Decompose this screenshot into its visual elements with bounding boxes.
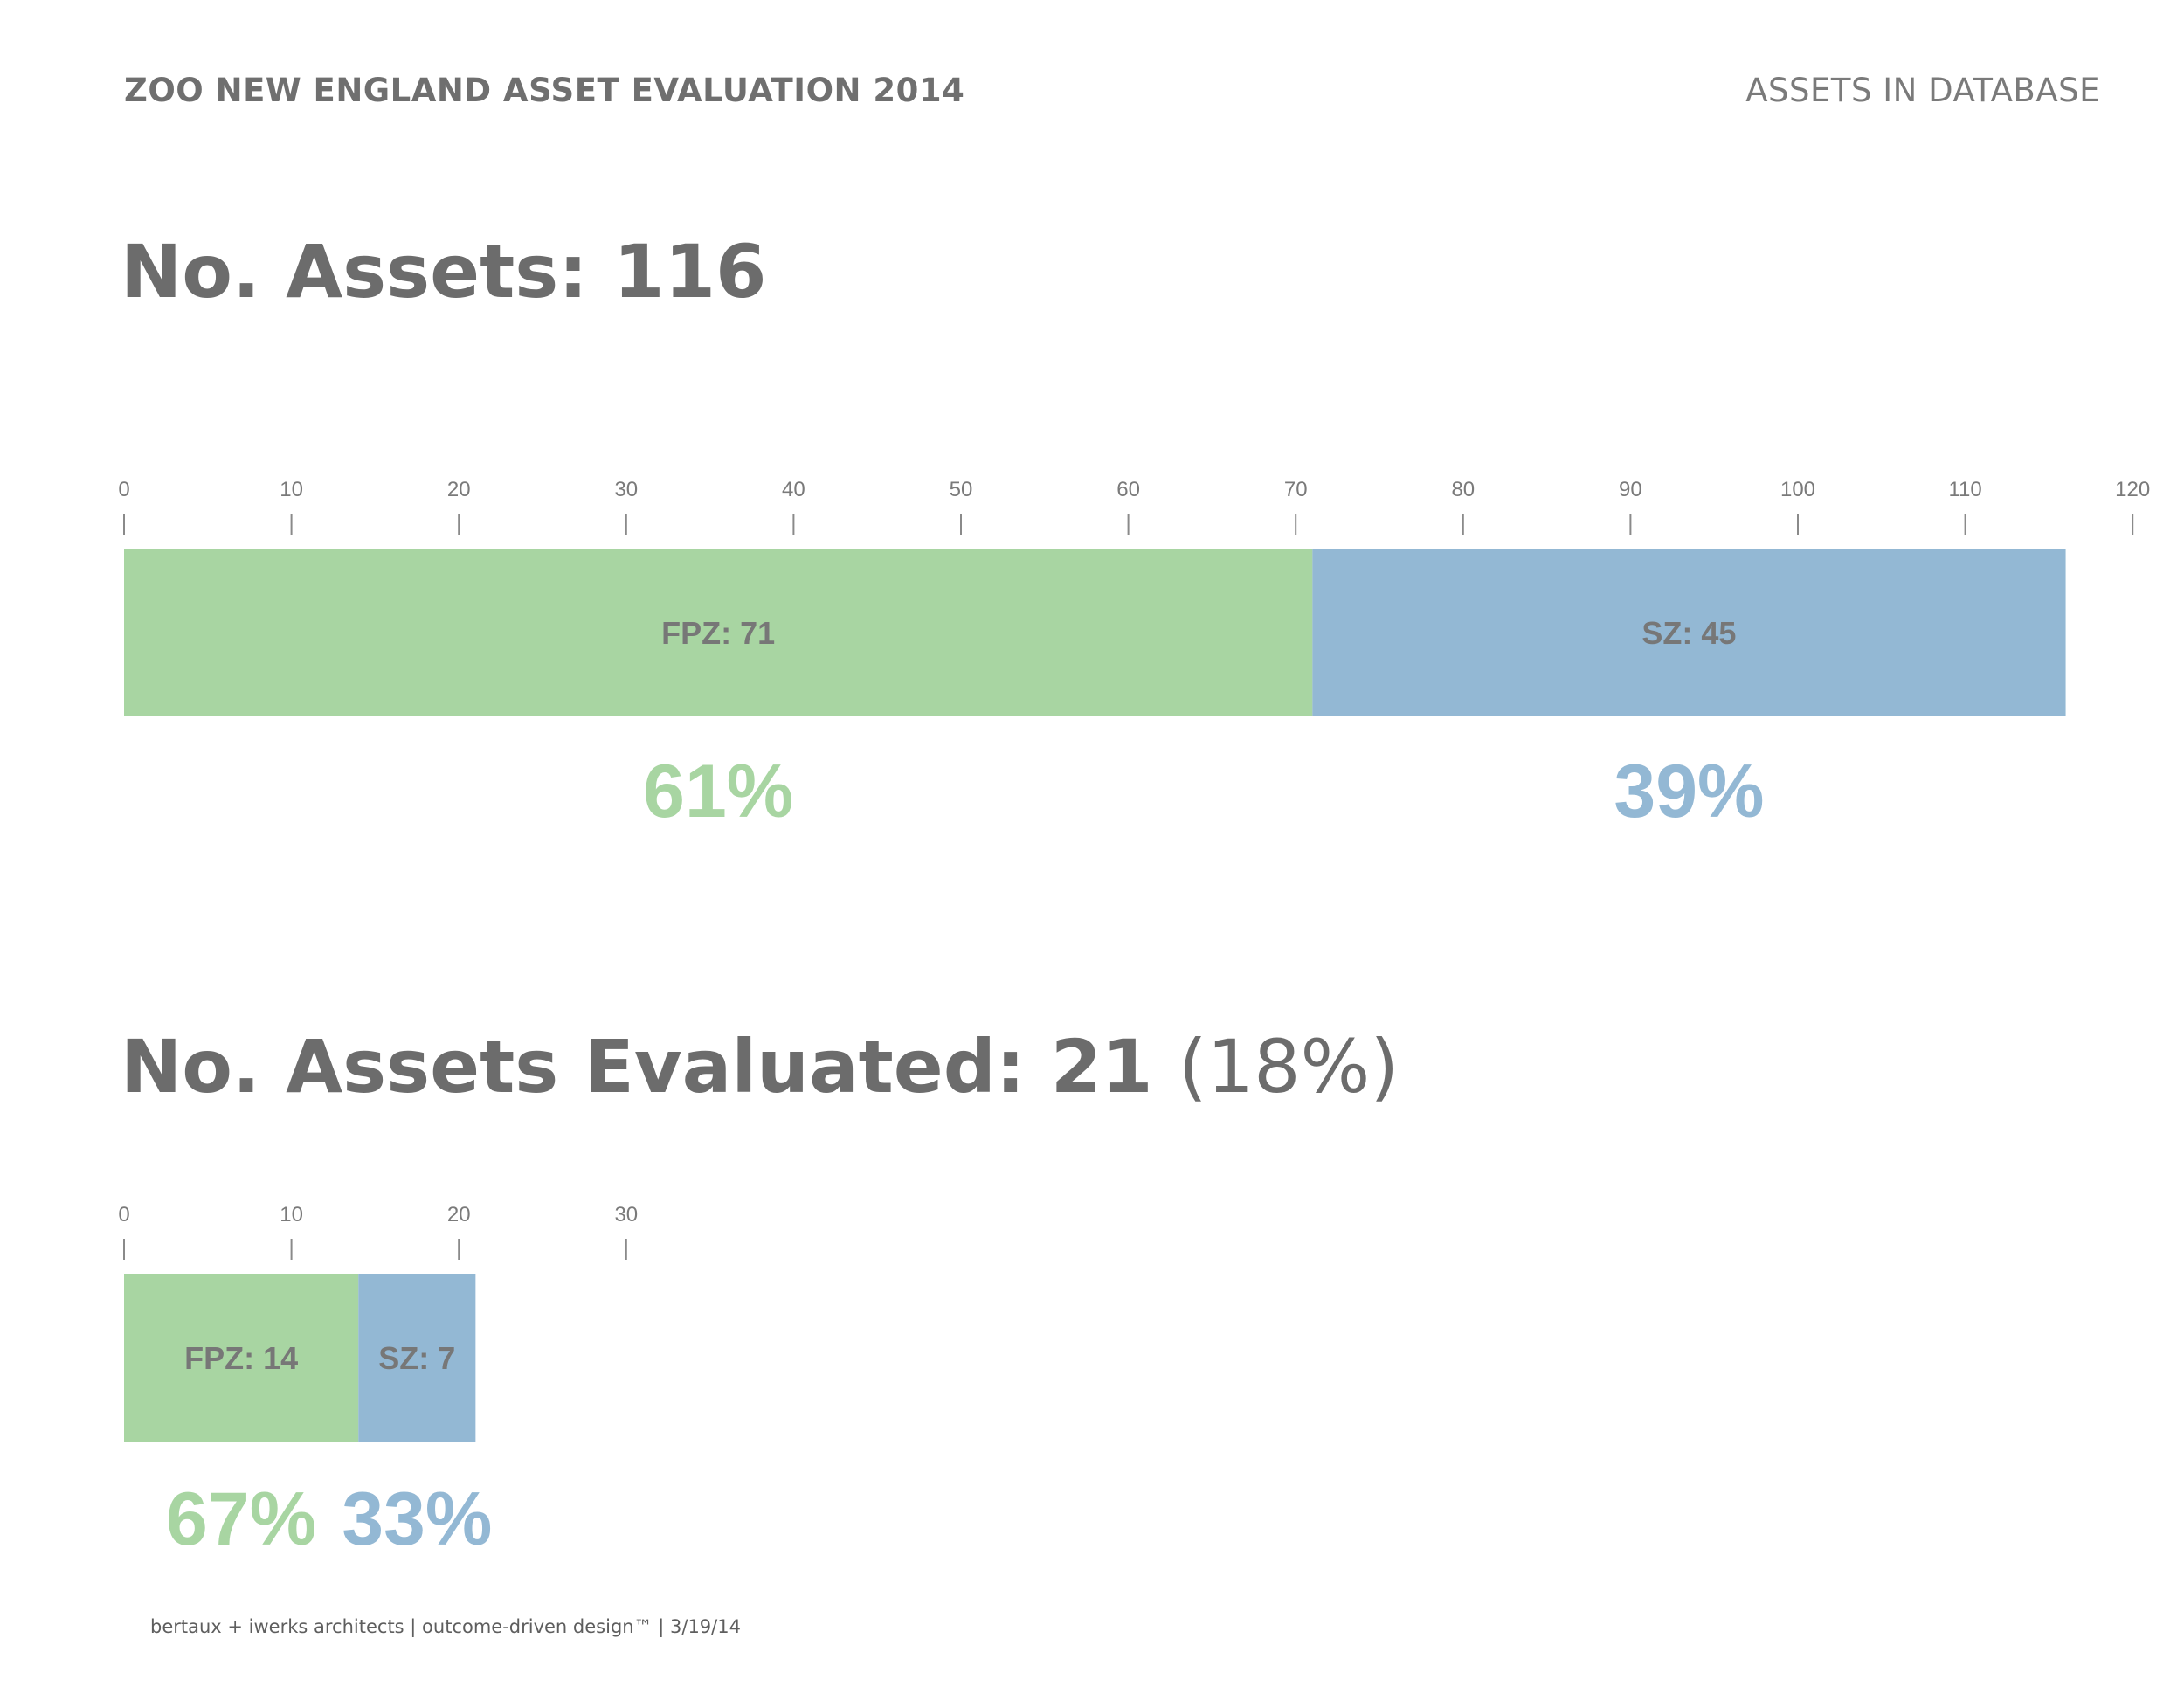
axis-tick-label: 10 [280,1203,303,1227]
axis-tick-label: 50 [950,478,973,501]
total-assets-chart: 0 10 20 30 40 50 60 70 80 90 100 110 120 FPZ: 71 61% SZ… [118,478,2150,833]
bar-percent-sz: 39% [1614,750,1764,833]
bar-segment-sz [358,1274,476,1442]
axis-tick-label: 100 [1780,478,1815,501]
bar-label-sz: SZ: 45 [1641,615,1736,651]
axis-tick-label: 40 [782,478,805,501]
axis-tick-label: 90 [1619,478,1642,501]
axis-tick-label: 110 [1948,478,1981,501]
total-assets-title: No. Assets: 116 [121,229,766,315]
bar-percent-fpz: 61% [643,750,793,833]
bar-percent-sz: 33% [342,1477,492,1561]
bar-label-sz: SZ: 7 [378,1340,455,1376]
evaluated-assets-percent: (18%) [1178,1024,1400,1110]
axis-tick-label: 30 [614,478,638,501]
axis-tick-label: 0 [118,478,129,501]
axis-tick-label: 30 [614,1203,638,1227]
bar-percent-fpz: 67% [166,1477,316,1561]
axis-tick-label: 0 [118,1203,129,1227]
axis-tick-label: 80 [1451,478,1475,501]
footer-credit: bertaux + iwerks architects | outcome-dr… [150,1616,741,1637]
bar-segment-sz [1312,549,2066,716]
bar-segment-fpz [124,1274,359,1442]
bar-segment-fpz [124,549,1313,716]
total-assets-label: No. Assets: 116 [121,229,767,315]
report-title: ZOO NEW ENGLAND ASSET EVALUATION 2014 [124,72,965,109]
evaluated-assets-title: No. Assets Evaluated: 21 (18%) [121,1024,1399,1110]
axis-tick-label: 10 [280,478,303,501]
bar-label-fpz: FPZ: 14 [184,1340,298,1376]
section-heading: ASSETS IN DATABASE [1745,72,2100,109]
axis-tick-label: 20 [447,478,471,501]
axis-tick-label: 20 [447,1203,471,1227]
evaluated-assets-label: No. Assets Evaluated: 21 [121,1024,1153,1110]
axis-tick-label: 120 [2115,478,2150,501]
evaluated-assets-chart: 0 10 20 30 FPZ: 14 67% SZ: 7 33% [118,1203,638,1561]
axis-tick-label: 70 [1284,478,1308,501]
bar-label-fpz: FPZ: 71 [661,615,775,651]
axis-tick-label: 60 [1116,478,1140,501]
